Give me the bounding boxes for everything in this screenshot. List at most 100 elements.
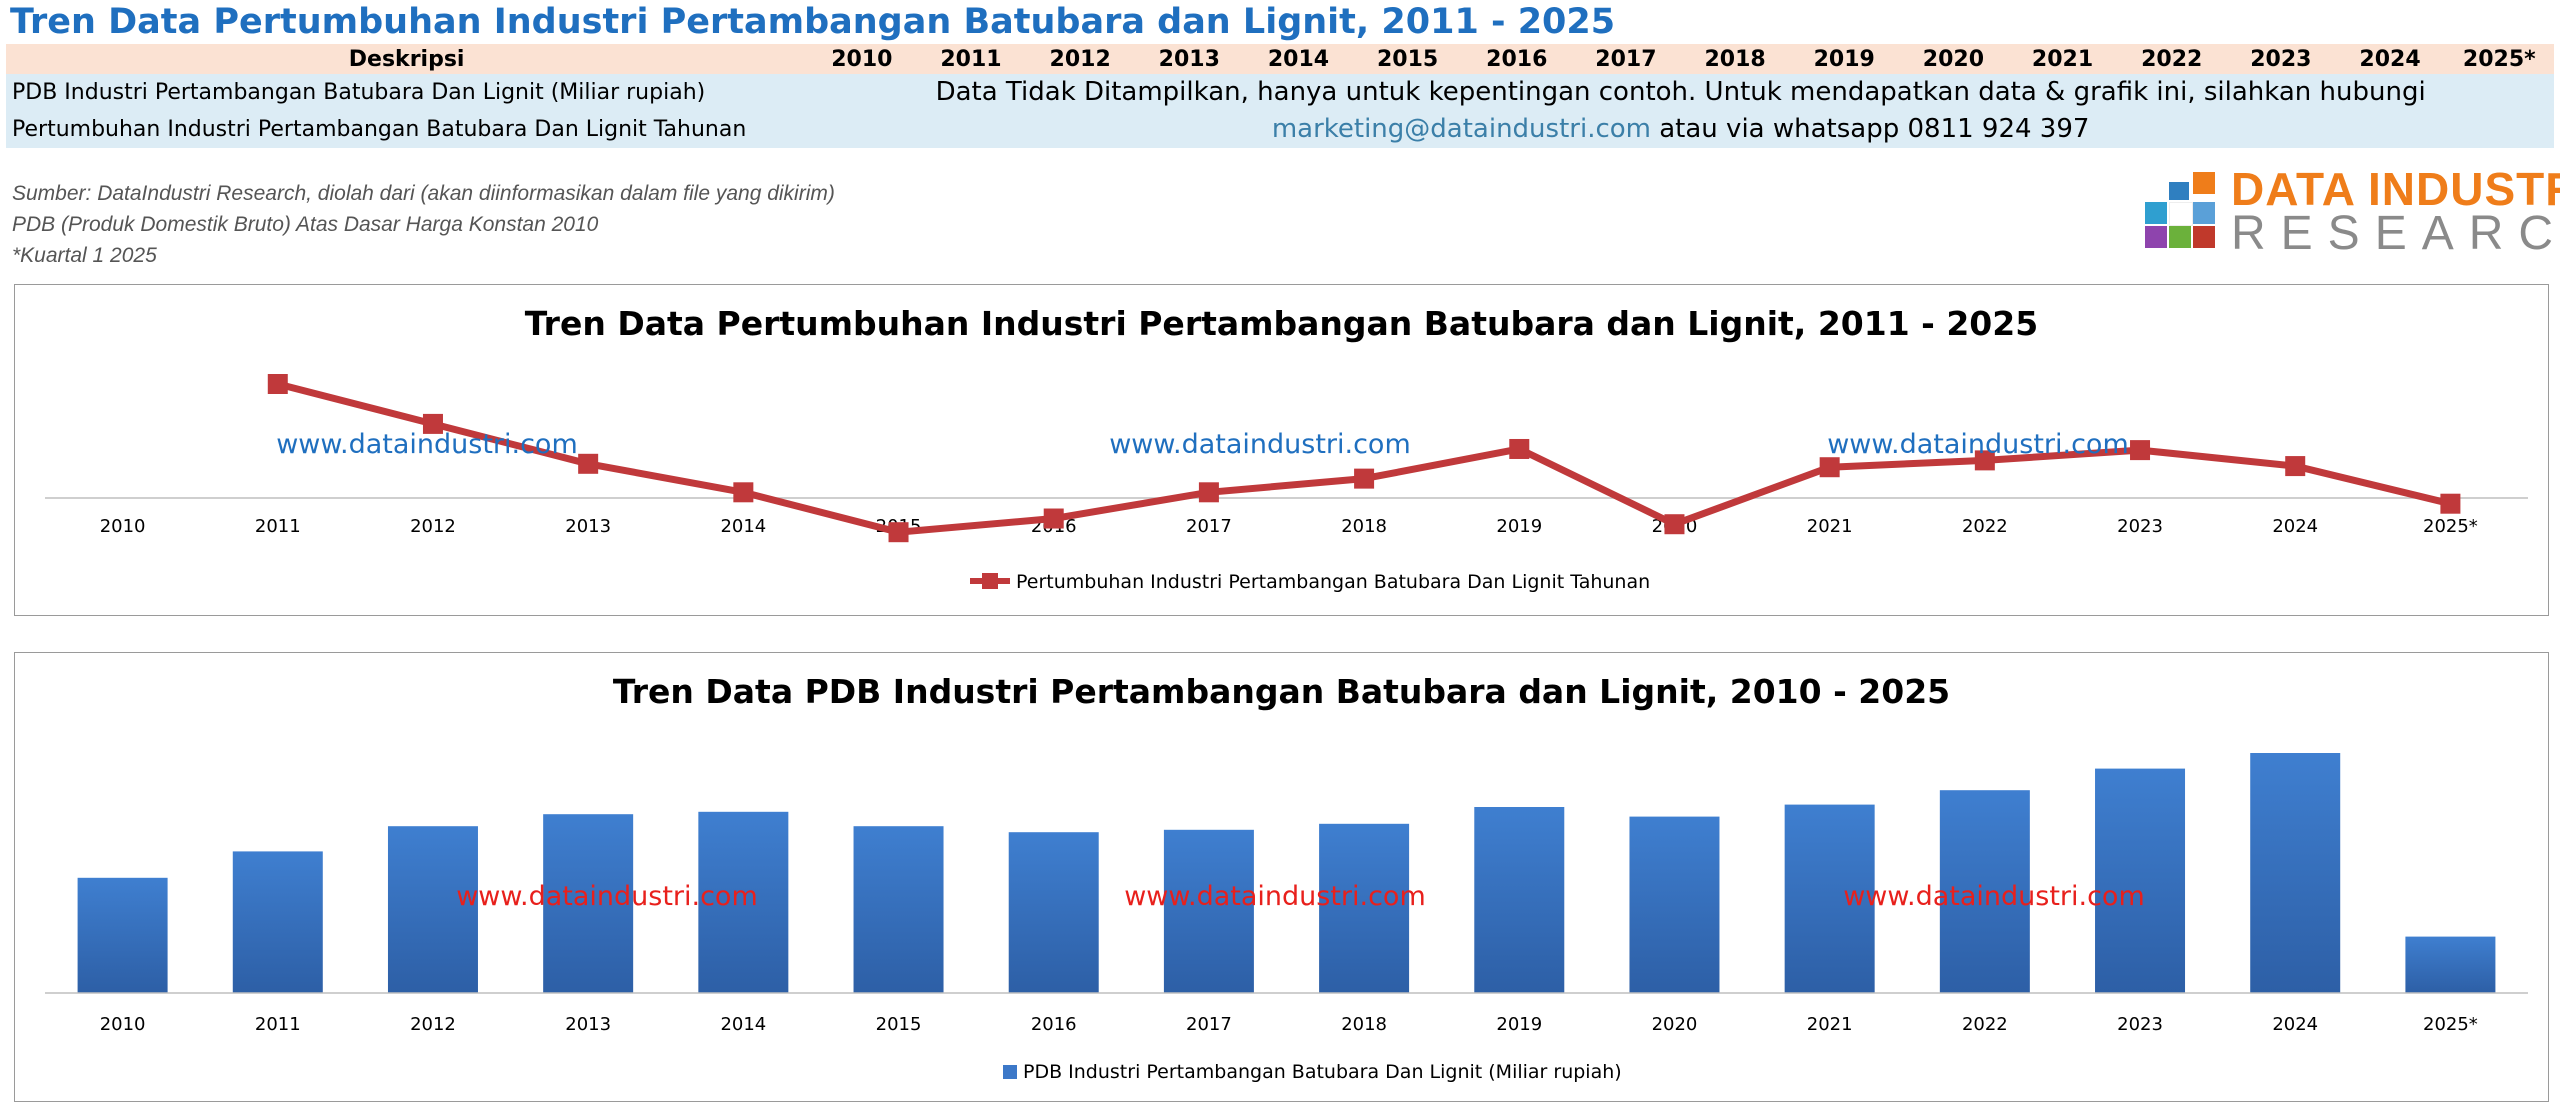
- watermark-text: www.dataindustri.com: [1843, 881, 2145, 912]
- x-tick-label: 2018: [1341, 516, 1387, 537]
- bar: [1319, 823, 1410, 993]
- data-point: [1043, 508, 1064, 529]
- x-tick-label: 2010: [100, 516, 146, 537]
- note-pdb: PDB (Produk Domestik Bruto) Atas Dasar H…: [12, 213, 599, 236]
- chart-title: Tren Data Pertumbuhan Industri Pertamban…: [525, 304, 2038, 343]
- header-year: 2020: [1898, 44, 2008, 74]
- data-point: [2440, 493, 2461, 514]
- bar: [2405, 936, 2496, 993]
- header-year: 2017: [1571, 44, 1681, 74]
- header-year: 2018: [1680, 44, 1790, 74]
- x-tick-label: 2015: [876, 1014, 922, 1035]
- bar: [77, 877, 168, 993]
- data-industri-logo: DATA INDUSTRI RESEARCH: [2135, 163, 2560, 260]
- header-year: 2015: [1353, 44, 1463, 74]
- bar: [1939, 790, 2030, 993]
- x-tick-label: 2013: [565, 1014, 611, 1035]
- x-tick-label: 2025*: [2423, 1014, 2478, 1035]
- watermark-text: www.dataindustri.com: [456, 881, 758, 912]
- x-tick-label: 2013: [565, 516, 611, 537]
- pdb-bar-chart-svg: Tren Data PDB Industri Pertambangan Batu…: [45, 672, 2528, 1083]
- data-point: [1974, 450, 1995, 471]
- x-tick-label: 2011: [255, 1014, 301, 1035]
- bar: [387, 826, 478, 993]
- table-row: Pertumbuhan Industri Pertambangan Batuba…: [6, 111, 2554, 148]
- header-year: 2023: [2226, 44, 2336, 74]
- bar: [698, 811, 789, 993]
- bar: [2095, 768, 2186, 993]
- x-tick-label: 2010: [100, 1014, 146, 1035]
- header-year: 2022: [2117, 44, 2227, 74]
- data-point: [1354, 468, 1375, 489]
- table-row: PDB Industri Pertambangan Batubara Dan L…: [6, 74, 2554, 148]
- x-tick-label: 2016: [1031, 1014, 1077, 1035]
- header-year: 2014: [1243, 44, 1354, 74]
- marketing-email-link[interactable]: marketing@dataindustri.com: [1271, 114, 1651, 144]
- logo-text-data-industri: DATA INDUSTRI: [2231, 163, 2560, 215]
- data-point: [1664, 514, 1685, 535]
- x-tick-label: 2014: [720, 1014, 766, 1035]
- x-tick-label: 2012: [410, 1014, 456, 1035]
- x-tick-label: 2025*: [2423, 516, 2478, 537]
- x-tick-label: 2019: [1496, 516, 1542, 537]
- bar: [1474, 807, 1565, 993]
- bar: [543, 814, 634, 993]
- page-title: Tren Data Pertumbuhan Industri Pertamban…: [10, 2, 1616, 42]
- row-label-growth: Pertumbuhan Industri Pertambangan Batuba…: [6, 111, 808, 148]
- data-point: [578, 453, 599, 474]
- x-tick-label: 2019: [1496, 1014, 1542, 1035]
- x-tick-label: 2021: [1807, 1014, 1853, 1035]
- x-tick-label: 2022: [1962, 1014, 2008, 1035]
- source-notes: Sumber: DataIndustri Research, diolah da…: [12, 178, 835, 271]
- x-tick-label: 2014: [720, 516, 766, 537]
- note-source: Sumber: DataIndustri Research, diolah da…: [12, 182, 835, 205]
- bar: [853, 826, 944, 993]
- bar: [232, 851, 323, 993]
- x-tick-label: 2022: [1962, 516, 2008, 537]
- data-point: [2285, 456, 2306, 477]
- growth-line-chart-svg: Tren Data Pertumbuhan Industri Pertamban…: [45, 304, 2528, 593]
- header-year: 2025*: [2444, 44, 2554, 74]
- x-tick-label: 2012: [410, 516, 456, 537]
- bar: [2250, 753, 2341, 993]
- note-quarter: *Kuartal 1 2025: [12, 244, 157, 267]
- header-year: 2016: [1462, 44, 1572, 74]
- x-tick-label: 2017: [1186, 516, 1232, 537]
- bar: [1784, 804, 1875, 993]
- x-tick-label: 2023: [2117, 516, 2163, 537]
- data-point: [422, 413, 443, 434]
- data-point: [1509, 438, 1530, 459]
- x-tick-label: 2020: [1652, 1014, 1698, 1035]
- header-year: 2021: [2007, 44, 2118, 74]
- logo-squares-icon: [2135, 172, 2231, 252]
- bar: [1008, 832, 1099, 993]
- x-tick-label: 2011: [255, 516, 301, 537]
- bar: [1629, 816, 1720, 993]
- x-tick-label: 2024: [2272, 1014, 2318, 1035]
- data-hidden-message: Data Tidak Ditampilkan, hanya untuk kepe…: [807, 74, 2554, 148]
- data-point: [2130, 440, 2151, 461]
- watermark-text: www.dataindustri.com: [1827, 429, 2129, 460]
- watermark-text: www.dataindustri.com: [1109, 429, 1411, 460]
- x-tick-label: 2017: [1186, 1014, 1232, 1035]
- chart-title: Tren Data PDB Industri Pertambangan Batu…: [613, 672, 1950, 711]
- x-tick-label: 2024: [2272, 516, 2318, 537]
- message-text: Data Tidak Ditampilkan, hanya untuk kepe…: [935, 77, 2426, 107]
- header-year: 2012: [1025, 44, 1135, 74]
- growth-line-chart: Tren Data Pertumbuhan Industri Pertamban…: [14, 284, 2549, 616]
- legend-label: PDB Industri Pertambangan Batubara Dan L…: [1023, 1061, 1622, 1083]
- header-deskripsi: Deskripsi: [6, 44, 808, 74]
- x-tick-label: 2021: [1807, 516, 1853, 537]
- header-year: 2019: [1789, 44, 1899, 74]
- message-whatsapp: atau via whatsapp 0811 924 397: [1650, 114, 2090, 144]
- header-year: 2010: [807, 44, 917, 74]
- x-tick-label: 2023: [2117, 1014, 2163, 1035]
- data-point: [733, 482, 754, 503]
- data-point: [267, 374, 288, 394]
- table-header-row: Deskripsi 2010 2011 2012 2013 2014 2015 2016 20…: [6, 44, 2554, 74]
- pdb-bar-chart: Tren Data PDB Industri Pertambangan Batu…: [14, 652, 2549, 1102]
- legend-label: Pertumbuhan Industri Pertambangan Batuba…: [1016, 571, 1650, 593]
- watermark-text: www.dataindustri.com: [1124, 881, 1426, 912]
- header-year: 2013: [1134, 44, 1244, 74]
- bar: [1163, 829, 1254, 993]
